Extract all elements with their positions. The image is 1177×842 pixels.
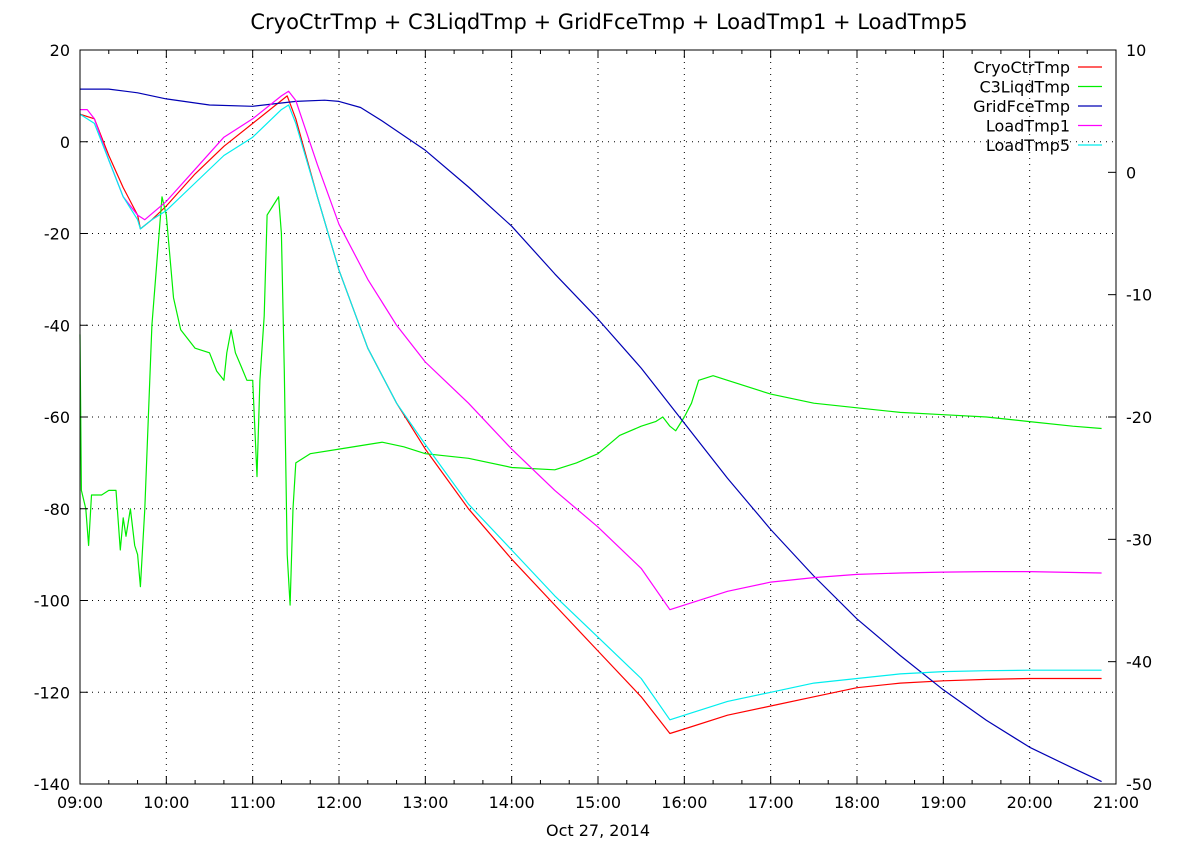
y-axis-tick-labels: 20 0 -20 -40 -60 -80 -100 -120 -140 bbox=[34, 41, 70, 794]
y-tick-label: -40 bbox=[44, 316, 70, 335]
y2-tick-label: -20 bbox=[1126, 408, 1152, 427]
x-tick-label: 11:00 bbox=[230, 793, 276, 812]
y2-tick-label: 10 bbox=[1126, 41, 1146, 60]
series-layer bbox=[79, 88, 1102, 783]
y-tick-label: -20 bbox=[44, 225, 70, 244]
y-tick-label: 0 bbox=[60, 133, 70, 152]
y-tick-label: -100 bbox=[34, 592, 70, 611]
x-tick-label: 16:00 bbox=[661, 793, 707, 812]
x-tick-label: 20:00 bbox=[1007, 793, 1053, 812]
x-axis-label: Oct 27, 2014 bbox=[546, 821, 650, 840]
y2-tick-label: -10 bbox=[1126, 286, 1152, 305]
y-tick-label: -120 bbox=[34, 683, 70, 702]
axis-ticks bbox=[79, 49, 1117, 785]
x-tick-label: 14:00 bbox=[489, 793, 535, 812]
x-axis-tick-labels: 09:00 10:00 11:00 12:00 13:00 14:00 15:00 16:00… bbox=[57, 793, 1139, 812]
y-tick-label: -140 bbox=[34, 775, 70, 794]
y2-axis-tick-labels: 10 0 -10 -20 -30 -40 -50 bbox=[1126, 41, 1152, 794]
x-tick-label: 17:00 bbox=[748, 793, 794, 812]
y2-tick-label: -40 bbox=[1126, 653, 1152, 672]
y-tick-label: -60 bbox=[44, 408, 70, 427]
x-tick-label: 13:00 bbox=[402, 793, 448, 812]
x-tick-label: 21:00 bbox=[1093, 793, 1139, 812]
x-tick-label: 18:00 bbox=[834, 793, 880, 812]
series-line-c3liqdtmp bbox=[79, 196, 1102, 606]
x-tick-label: 09:00 bbox=[57, 793, 103, 812]
y-tick-label: -80 bbox=[44, 500, 70, 519]
x-tick-label: 19:00 bbox=[920, 793, 966, 812]
legend-label: GridFceTmp bbox=[973, 97, 1070, 116]
series-line-loadtmp5 bbox=[79, 104, 1102, 721]
y2-tick-label: -30 bbox=[1126, 530, 1152, 549]
chart-title: CryoCtrTmp + C3LiqdTmp + GridFceTmp + Lo… bbox=[250, 10, 967, 34]
x-tick-label: 15:00 bbox=[575, 793, 621, 812]
x-tick-label: 12:00 bbox=[316, 793, 362, 812]
series-line-loadtmp1 bbox=[80, 90, 1102, 611]
legend: CryoCtrTmpC3LiqdTmpGridFceTmpLoadTmp1Loa… bbox=[973, 58, 1102, 155]
x-tick-label: 10:00 bbox=[143, 793, 189, 812]
legend-label: C3LiqdTmp bbox=[979, 78, 1070, 97]
y2-tick-label: 0 bbox=[1126, 163, 1136, 182]
y2-tick-label: -50 bbox=[1126, 775, 1152, 794]
legend-label: LoadTmp5 bbox=[986, 136, 1070, 155]
y-tick-label: 20 bbox=[50, 41, 70, 60]
legend-label: CryoCtrTmp bbox=[973, 58, 1070, 77]
legend-label: LoadTmp1 bbox=[986, 117, 1070, 136]
